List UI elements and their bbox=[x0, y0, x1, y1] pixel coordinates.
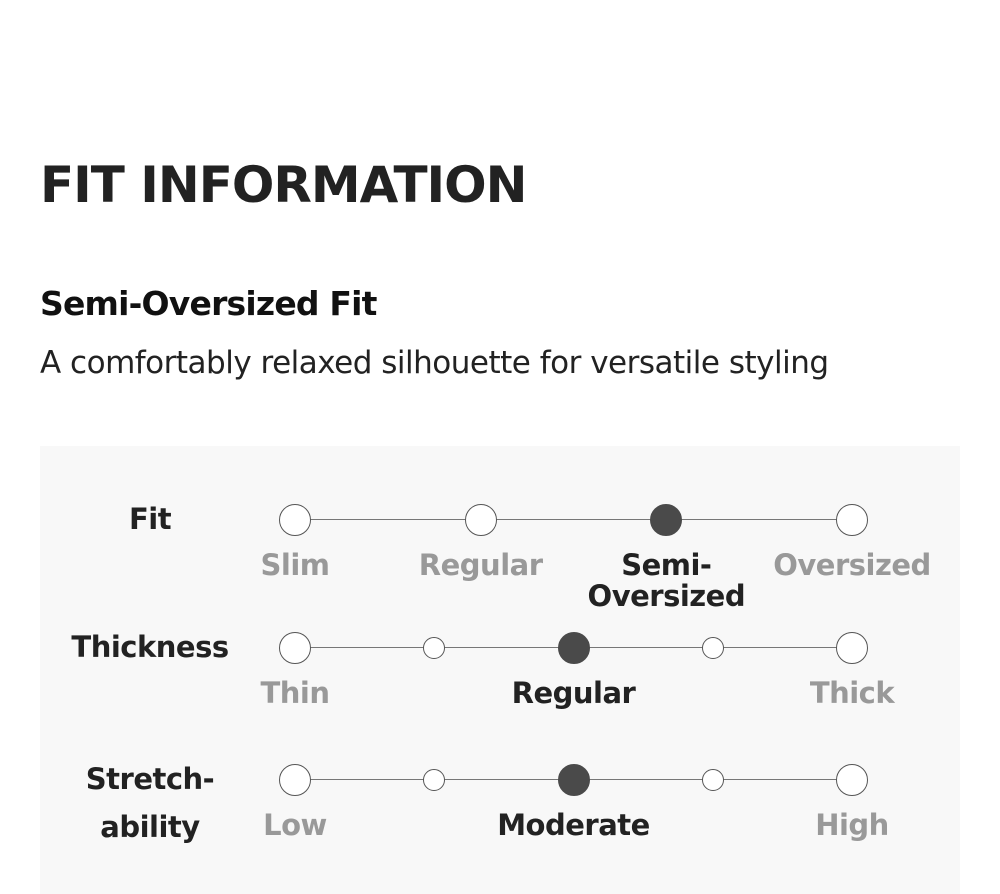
step-dot bbox=[279, 763, 311, 796]
fit-name: Semi-Oversized Fit bbox=[40, 284, 377, 323]
scale-option-text: Oversized bbox=[587, 579, 746, 613]
scale-option-text: Low bbox=[263, 808, 327, 842]
scale-track bbox=[295, 519, 852, 520]
scale-label-line: ability bbox=[100, 810, 200, 844]
step-dot bbox=[464, 503, 497, 536]
scale-option-text: Thick bbox=[809, 676, 895, 710]
scale-option-text: High bbox=[815, 808, 889, 842]
step-dot bbox=[279, 631, 311, 664]
scale-option: Thin bbox=[195, 678, 395, 709]
step-dot bbox=[836, 631, 868, 664]
scale-option: Regular bbox=[474, 678, 674, 709]
step-dot bbox=[701, 636, 724, 659]
fit-scales-panel: Fit Slim Regular Semi- Oversized Oversized Thi… bbox=[40, 446, 960, 894]
step-dot bbox=[701, 768, 724, 791]
step-dot bbox=[836, 503, 868, 536]
step-dot bbox=[423, 636, 446, 659]
selected-step-dot bbox=[557, 631, 590, 664]
scale-option: Semi- Oversized bbox=[566, 550, 766, 612]
page-title: FIT INFORMATION bbox=[40, 156, 528, 214]
scale-option-text: Semi- bbox=[621, 548, 712, 582]
scale-option-text: Oversized bbox=[773, 548, 931, 582]
step-dot bbox=[836, 763, 868, 796]
scale-option-text: Regular bbox=[418, 548, 543, 582]
scale-option: Low bbox=[195, 810, 395, 841]
scale-label: Fit bbox=[40, 495, 260, 543]
step-dot bbox=[279, 503, 311, 536]
scale-option: High bbox=[752, 810, 952, 841]
scale-label-line: Fit bbox=[128, 502, 172, 536]
scale-option: Regular bbox=[381, 550, 581, 581]
scale-label: Stretch-ability bbox=[40, 755, 260, 851]
scale-option: Oversized bbox=[752, 550, 952, 581]
scale-option: Slim bbox=[195, 550, 395, 581]
scale-option: Moderate bbox=[474, 810, 674, 841]
step-dot bbox=[423, 768, 446, 791]
scale-label-line: Thickness bbox=[71, 630, 229, 664]
scale-option-text: Regular bbox=[511, 676, 636, 710]
scale-option-text: Slim bbox=[260, 548, 331, 582]
selected-step-dot bbox=[557, 763, 590, 796]
fit-description: A comfortably relaxed silhouette for ver… bbox=[40, 345, 829, 381]
selected-step-dot bbox=[650, 503, 683, 536]
scale-label-line: Stretch- bbox=[85, 762, 215, 796]
scale-label: Thickness bbox=[40, 623, 260, 671]
scale-option-text: Moderate bbox=[497, 808, 650, 842]
scale-option-text: Thin bbox=[260, 676, 330, 710]
scale-option: Thick bbox=[752, 678, 952, 709]
